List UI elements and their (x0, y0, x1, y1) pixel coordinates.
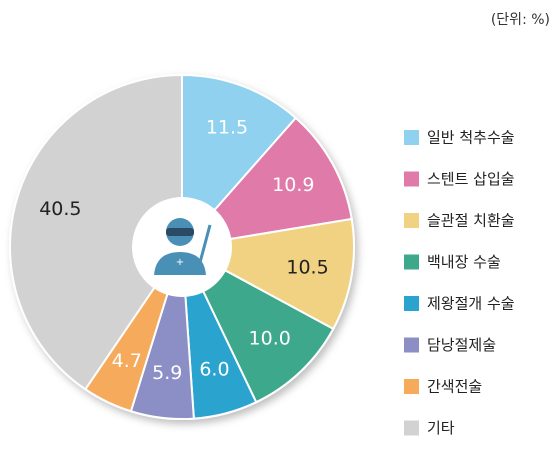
legend-label: 기타 (427, 419, 455, 437)
value-label: 6.0 (199, 359, 229, 381)
legend-label: 간색전술 (427, 378, 482, 396)
value-label: 11.5 (206, 116, 248, 138)
svg-text:+: + (176, 257, 184, 268)
value-label: 10.9 (272, 174, 314, 196)
legend-swatch (404, 130, 419, 145)
pie-slice (9, 73, 183, 391)
legend-label: 제왕절개 수술 (427, 295, 515, 313)
legend-swatch (404, 213, 419, 228)
pie-slice (179, 244, 335, 404)
value-label: 10.5 (286, 257, 328, 279)
legend-label: 백내장 수술 (427, 253, 501, 271)
unit-note: (단위: %) (491, 12, 550, 28)
pie-slice (179, 116, 353, 249)
value-label: 40.5 (39, 198, 81, 220)
legend-label: 담낭절제술 (427, 336, 496, 354)
legend-swatch (404, 420, 419, 436)
value-label: 10.0 (249, 328, 291, 350)
legend-label: 슬관절 치환술 (427, 212, 515, 230)
legend-swatch (404, 296, 419, 311)
legend-label: 일반 척추수술 (427, 129, 515, 147)
pie-slice (181, 73, 298, 250)
legend-swatch (404, 254, 419, 270)
value-label: 5.9 (152, 362, 182, 384)
labels: 11.5 10.9 10.5 10.0 6.0 5.9 4.7 40.5 (39, 116, 328, 383)
legend-swatch (404, 171, 419, 187)
center-icon: + (132, 197, 232, 297)
value-label: 4.7 (112, 350, 142, 372)
legend-label: 스텐트 삽입술 (427, 170, 515, 188)
legend-swatch (404, 379, 419, 394)
legend-swatch (404, 337, 419, 353)
